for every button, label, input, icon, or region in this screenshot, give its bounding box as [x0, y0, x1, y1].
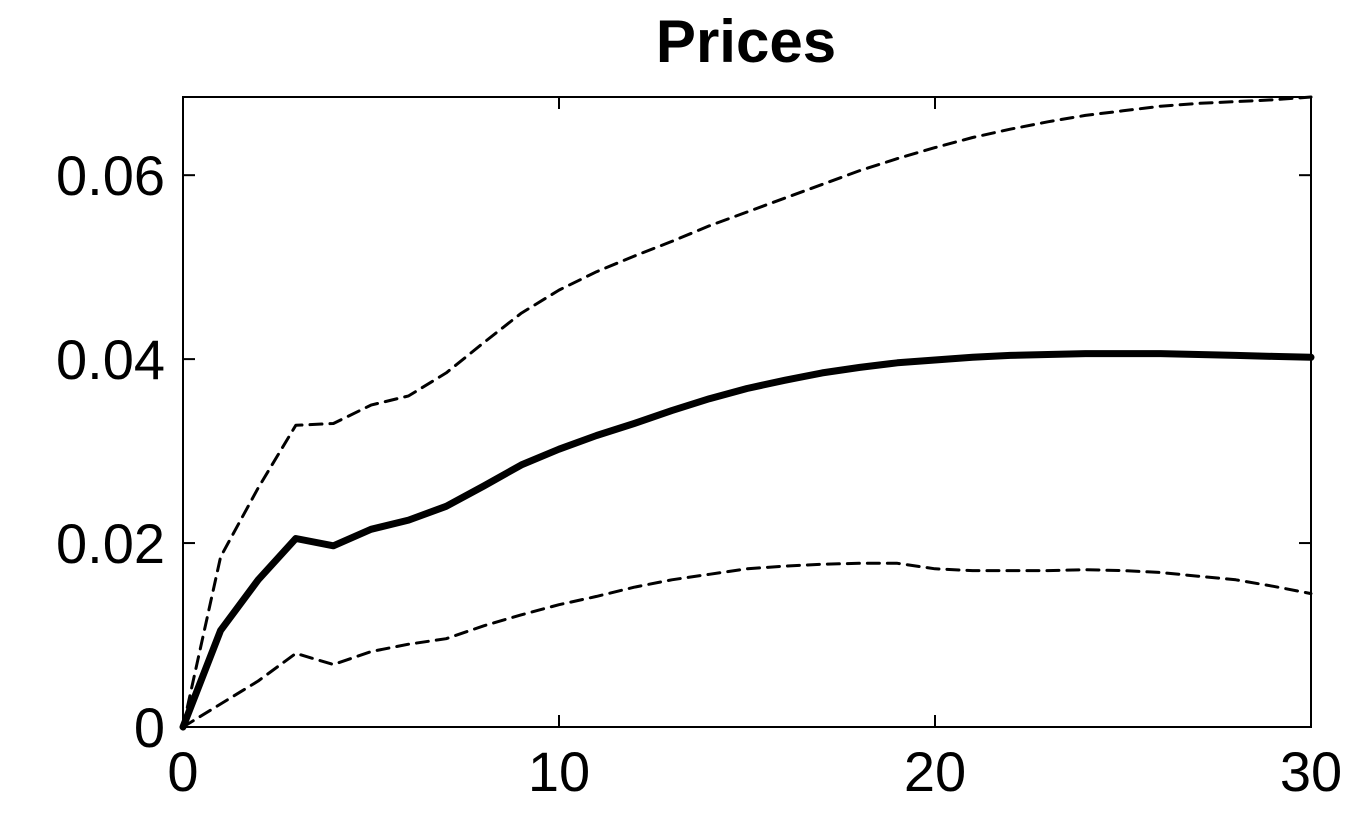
chart-title: Prices — [656, 8, 836, 75]
median-response-line — [179, 350, 1315, 731]
upper-band-line — [181, 95, 1313, 729]
y-tick-label: 0.04 — [56, 328, 165, 391]
x-tick-label: 10 — [528, 740, 590, 803]
y-tick-label: 0.06 — [56, 144, 165, 207]
axes-frame — [182, 96, 1312, 728]
y-tick-label: 0.02 — [56, 512, 165, 575]
x-tick-label: 20 — [904, 740, 966, 803]
x-tick-label: 0 — [167, 740, 198, 803]
x-tick-label: 30 — [1280, 740, 1342, 803]
lower-band-line — [181, 561, 1313, 729]
y-tick-label: 0 — [134, 696, 165, 759]
plot-area: 0 10 20 30 0 0.02 0.04 0.06 — [56, 95, 1342, 803]
